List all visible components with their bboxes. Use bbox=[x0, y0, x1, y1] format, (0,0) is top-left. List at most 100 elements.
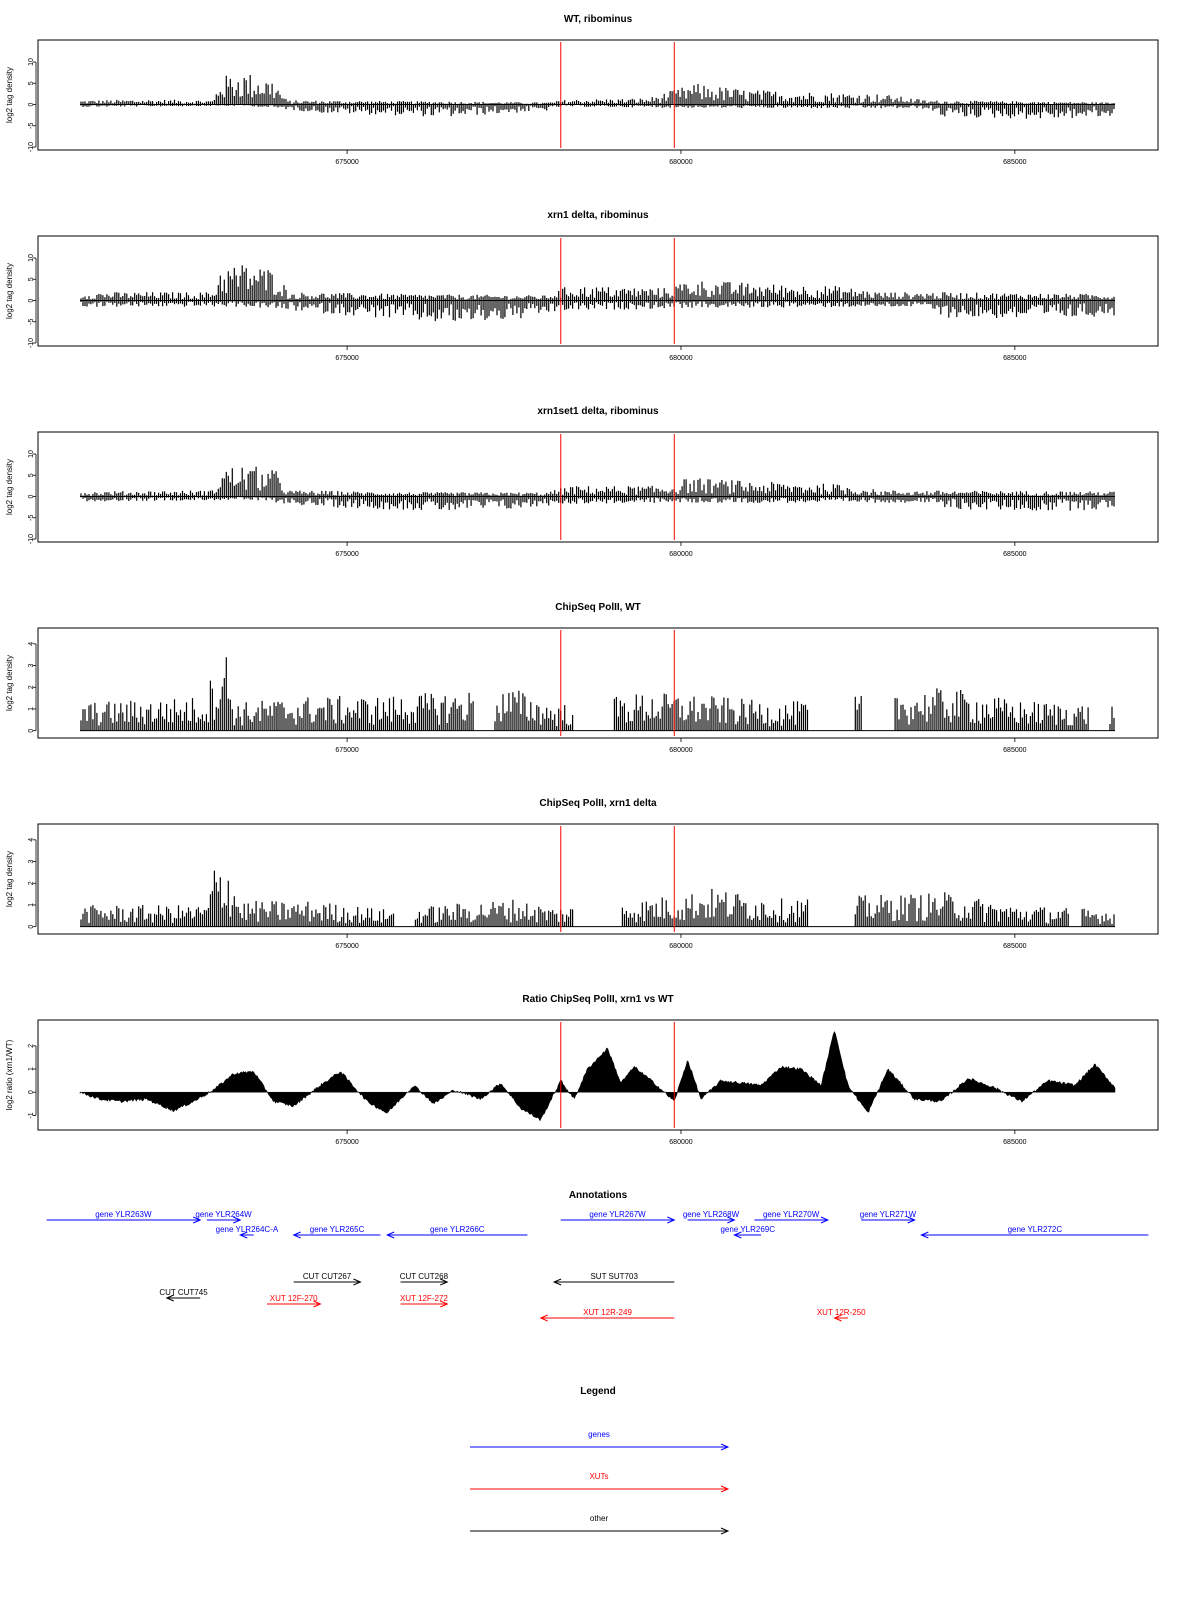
annotation-feature: gene YLR266C bbox=[385, 1225, 528, 1239]
track-panel-4: ChipSeq PolII, xrn1 delta 0 1 2 3 4 log2 tag d… bbox=[5, 798, 1159, 950]
ratio-area bbox=[79, 1030, 1116, 1122]
feature-label: CUT CUT745 bbox=[159, 1288, 208, 1297]
y-axis-label: log2 tag density bbox=[5, 851, 14, 907]
plot-frame bbox=[37, 431, 1159, 543]
y-tick-label: 1 bbox=[28, 707, 35, 711]
annotation-feature: XUT 12F-270 bbox=[266, 1294, 322, 1308]
arrowhead-icon bbox=[733, 1231, 742, 1239]
feature-label: gene YLR268W bbox=[683, 1210, 740, 1219]
legend-item-XUTs: XUTs bbox=[470, 1472, 730, 1493]
track-panel-0: WT, ribominus -10 -5 0 5 10 log2 tag density 67… bbox=[5, 14, 1159, 166]
signal-bars bbox=[80, 657, 1115, 731]
y-tick-label: 0 bbox=[28, 298, 35, 302]
annotation-feature: XUT 12F-272 bbox=[400, 1294, 449, 1308]
panel-title: WT, ribominus bbox=[564, 14, 633, 25]
arrowhead-icon bbox=[720, 1485, 730, 1493]
legend-label: genes bbox=[588, 1430, 610, 1439]
y-tick-label: 0 bbox=[28, 494, 35, 498]
y-tick-label: -10 bbox=[28, 534, 35, 544]
annotations-title: Annotations bbox=[569, 1190, 628, 1201]
feature-label: gene YLR264W bbox=[195, 1210, 252, 1219]
y-axis-label: log2 tag density bbox=[5, 459, 14, 515]
arrowhead-icon bbox=[833, 1314, 842, 1322]
signal-bars bbox=[80, 75, 1115, 119]
x-tick-label: 685000 bbox=[1003, 551, 1026, 558]
annotation-feature: gene YLR270W bbox=[754, 1210, 830, 1224]
y-tick-label: -10 bbox=[28, 338, 35, 348]
annotation-feature: gene YLR265C bbox=[292, 1225, 381, 1239]
x-tick-label: 675000 bbox=[335, 355, 358, 362]
track-panel-5: Ratio ChipSeq PolII, xrn1 vs WT -1 0 1 2 log2… bbox=[5, 994, 1159, 1146]
feature-label: XUT 12R-250 bbox=[817, 1308, 866, 1317]
arrowhead-icon bbox=[720, 1443, 730, 1451]
y-axis-label: log2 tag density bbox=[5, 263, 14, 319]
x-tick-label: 685000 bbox=[1003, 1139, 1026, 1146]
arrowhead-icon bbox=[385, 1231, 395, 1239]
legend-item-other: other bbox=[470, 1514, 730, 1535]
x-tick-label: 680000 bbox=[669, 943, 692, 950]
y-axis-label: log2 tag density bbox=[5, 655, 14, 711]
legend-label: other bbox=[590, 1514, 609, 1523]
arrowhead-icon bbox=[192, 1216, 202, 1224]
arrowhead-icon bbox=[907, 1216, 916, 1224]
y-tick-label: 1 bbox=[28, 1067, 35, 1071]
panel-title: Ratio ChipSeq PolII, xrn1 vs WT bbox=[522, 994, 673, 1005]
feature-label: gene YLR266C bbox=[430, 1225, 485, 1234]
feature-label: gene YLR267W bbox=[589, 1210, 646, 1219]
legend-label: XUTs bbox=[589, 1472, 608, 1481]
x-tick-label: 680000 bbox=[669, 159, 692, 166]
y-tick-label: 3 bbox=[28, 860, 35, 864]
x-tick-label: 680000 bbox=[669, 355, 692, 362]
feature-label: XUT 12R-249 bbox=[583, 1308, 632, 1317]
arrowhead-icon bbox=[165, 1294, 175, 1302]
annotation-feature: gene YLR264W bbox=[195, 1210, 252, 1224]
signal-marks bbox=[80, 265, 1115, 322]
y-tick-label: 4 bbox=[28, 642, 35, 646]
plot-frame bbox=[37, 235, 1159, 347]
arrowhead-icon bbox=[667, 1216, 676, 1224]
y-tick-label: -5 bbox=[28, 515, 35, 521]
y-tick-label: 4 bbox=[28, 838, 35, 842]
x-tick-label: 685000 bbox=[1003, 159, 1026, 166]
y-tick-label: 5 bbox=[28, 473, 35, 477]
annotation-feature: CUT CUT268 bbox=[400, 1272, 449, 1286]
arrowhead-icon bbox=[233, 1216, 242, 1224]
y-tick-label: 0 bbox=[28, 925, 35, 929]
x-tick-label: 675000 bbox=[335, 551, 358, 558]
x-tick-label: 675000 bbox=[335, 747, 358, 754]
x-tick-label: 675000 bbox=[335, 1139, 358, 1146]
annotation-feature: CUT CUT745 bbox=[159, 1288, 208, 1302]
y-tick-label: 2 bbox=[28, 881, 35, 885]
feature-label: XUT 12F-270 bbox=[270, 1294, 318, 1303]
plot-frame bbox=[37, 39, 1159, 151]
feature-label: gene YLR263W bbox=[95, 1210, 152, 1219]
arrowhead-icon bbox=[539, 1314, 548, 1322]
annotation-feature: XUT 12R-250 bbox=[817, 1308, 866, 1322]
annotations-section: Annotations gene YLR263W gene YLR264W gene … bbox=[46, 1190, 1149, 1322]
y-tick-label: 10 bbox=[28, 254, 35, 262]
feature-label: gene YLR270W bbox=[763, 1210, 820, 1219]
arrowhead-icon bbox=[820, 1216, 830, 1224]
track-panel-1: xrn1 delta, ribominus -10 -5 0 5 10 log2 tag d… bbox=[5, 210, 1159, 362]
x-tick-label: 685000 bbox=[1003, 943, 1026, 950]
y-tick-label: 0 bbox=[28, 1090, 35, 1094]
feature-label: gene YLR265C bbox=[310, 1225, 365, 1234]
signal-marks bbox=[80, 75, 1115, 119]
plot-frame bbox=[37, 1019, 1159, 1131]
track-panel-3: ChipSeq PolII, WT 0 1 2 3 4 log2 tag density 67… bbox=[5, 602, 1159, 754]
signal-bars bbox=[80, 870, 1115, 927]
annotation-feature: gene YLR267W bbox=[560, 1210, 676, 1224]
legend-section: Legend genes XUTs other bbox=[470, 1386, 730, 1535]
legend-item-genes: genes bbox=[470, 1430, 730, 1451]
annotation-feature: SUT SUT703 bbox=[552, 1272, 675, 1286]
feature-label: gene YLR272C bbox=[1008, 1225, 1063, 1234]
annotation-feature: gene YLR272C bbox=[920, 1225, 1149, 1239]
signal-marks bbox=[80, 870, 1115, 928]
feature-label: gene YLR264C-A bbox=[216, 1225, 279, 1234]
y-tick-label: 5 bbox=[28, 81, 35, 85]
y-tick-label: 0 bbox=[28, 102, 35, 106]
y-tick-label: -5 bbox=[28, 319, 35, 325]
feature-label: gene YLR269C bbox=[720, 1225, 775, 1234]
feature-label: CUT CUT267 bbox=[303, 1272, 352, 1281]
